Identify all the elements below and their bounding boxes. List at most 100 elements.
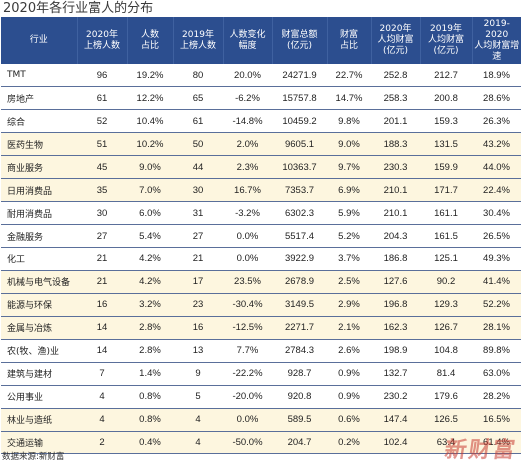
- cell-total-wealth: 9605.1: [272, 132, 327, 157]
- cell-avg-wealth-2019: 131.5: [420, 132, 472, 157]
- cell-avg-wealth-growth: 43.2%: [472, 132, 521, 157]
- cell-count-2020: 16: [77, 293, 127, 317]
- cell-count-share: 2.8%: [127, 316, 173, 340]
- table-row: 房地产 61 12.2% 65 -6.2% 15757.8 14.7% 258.3 200.8 2…: [1, 86, 521, 111]
- cell-avg-wealth-2019: 212.7: [420, 64, 472, 88]
- table-row: 金属与冶炼 14 2.8% 16 -12.5% 2271.7 2.1% 162.3 126.7 2…: [1, 316, 521, 340]
- cell-avg-wealth-2020: 252.8: [371, 64, 420, 88]
- cell-wealth-share: 22.7%: [327, 64, 371, 88]
- cell-total-wealth: 10459.2: [272, 109, 327, 134]
- cell-wealth-share: 2.9%: [327, 293, 371, 317]
- cell-avg-wealth-2020: 162.3: [371, 316, 420, 340]
- cell-count-2020: 4: [77, 385, 127, 409]
- cell-count-2019: 23: [173, 293, 223, 317]
- cell-wealth-share: 0.6%: [327, 408, 371, 432]
- cell-avg-wealth-growth: 63.0%: [472, 362, 521, 386]
- source-note: 数据来源:新财富: [2, 452, 65, 462]
- cell-total-wealth: 928.7: [272, 362, 327, 386]
- industry-wealth-table: 行业 2020年 上榜人数 人数 占比 2019年 上榜人数 人数变化 幅度 财…: [1, 17, 521, 455]
- cell-avg-wealth-2020: 201.1: [371, 109, 420, 134]
- cell-count-2019: 16: [173, 316, 223, 340]
- cell-avg-wealth-2019: 104.8: [420, 339, 472, 363]
- cell-count-2020: 2: [77, 431, 127, 455]
- cell-count-2019: 27: [173, 224, 223, 248]
- cell-avg-wealth-2020: 127.6: [371, 270, 420, 294]
- cell-count-2020: 61: [77, 86, 127, 111]
- cell-count-2020: 52: [77, 109, 127, 134]
- cell-avg-wealth-growth: 52.2%: [472, 293, 521, 317]
- cell-avg-wealth-growth: 28.1%: [472, 316, 521, 340]
- cell-count-change: -14.8%: [223, 109, 272, 134]
- cell-total-wealth: 2784.3: [272, 339, 327, 363]
- table-row: 林业与造纸 4 0.8% 4 0.0% 589.5 0.6% 147.4 126.5 16.5%: [1, 408, 521, 432]
- table-row: 机械与电气设备 21 4.2% 17 23.5% 2678.9 2.5% 127.6 90.2 4…: [1, 270, 521, 294]
- cell-avg-wealth-2020: 198.9: [371, 339, 420, 363]
- cell-count-share: 19.2%: [127, 64, 173, 88]
- cell-count-share: 0.8%: [127, 408, 173, 432]
- table-row: 公用事业 4 0.8% 5 -20.0% 920.8 0.9% 230.2 179.6 28.2%: [1, 385, 521, 409]
- cell-count-2019: 5: [173, 385, 223, 409]
- cell-count-2020: 51: [77, 132, 127, 157]
- cell-count-share: 0.8%: [127, 385, 173, 409]
- cell-count-2020: 14: [77, 316, 127, 340]
- cell-avg-wealth-2019: 171.7: [420, 178, 472, 203]
- cell-avg-wealth-growth: 26.5%: [472, 224, 521, 248]
- table-row: 农(牧、渔)业 14 2.8% 13 7.7% 2784.3 2.6% 198.9 104.8 8…: [1, 339, 521, 363]
- cell-total-wealth: 3149.5: [272, 293, 327, 317]
- cell-total-wealth: 920.8: [272, 385, 327, 409]
- cell-avg-wealth-growth: 22.4%: [472, 178, 521, 203]
- cell-industry: 林业与造纸: [1, 408, 77, 432]
- table-row: 能源与环保 16 3.2% 23 -30.4% 3149.5 2.9% 196.8 129.3 5…: [1, 293, 521, 317]
- cell-total-wealth: 5517.4: [272, 224, 327, 248]
- cell-wealth-share: 6.9%: [327, 178, 371, 203]
- cell-count-change: -50.0%: [223, 431, 272, 455]
- cell-avg-wealth-growth: 89.8%: [472, 339, 521, 363]
- cell-count-2020: 45: [77, 155, 127, 180]
- cell-total-wealth: 204.7: [272, 431, 327, 455]
- cell-count-share: 7.0%: [127, 178, 173, 203]
- header-count-change: 人数变化 幅度: [223, 17, 273, 64]
- cell-industry: 房地产: [1, 86, 77, 111]
- cell-wealth-share: 14.7%: [327, 86, 371, 111]
- header-count-2020: 2020年 上榜人数: [77, 17, 128, 64]
- cell-count-2019: 17: [173, 270, 223, 294]
- cell-avg-wealth-2020: 188.3: [371, 132, 420, 157]
- cell-avg-wealth-2019: 159.9: [420, 155, 472, 180]
- cell-count-share: 1.4%: [127, 362, 173, 386]
- header-avg-wealth-2019: 2019年 人均财富 (亿元): [420, 17, 473, 64]
- cell-wealth-share: 0.9%: [327, 385, 371, 409]
- cell-avg-wealth-2019: 125.1: [420, 247, 472, 271]
- cell-count-change: 7.7%: [223, 339, 272, 363]
- table-row: 金融服务 27 5.4% 27 0.0% 5517.4 5.2% 204.3 161.5 26.5…: [1, 224, 521, 248]
- header-avg-wealth-2020: 2020年 人均财富 (亿元): [371, 17, 421, 64]
- cell-avg-wealth-2020: 196.8: [371, 293, 420, 317]
- header-wealth-share: 财富 占比: [327, 17, 372, 64]
- cell-avg-wealth-2019: 90.2: [420, 270, 472, 294]
- cell-avg-wealth-2020: 258.3: [371, 86, 420, 111]
- cell-avg-wealth-2020: 102.4: [371, 431, 420, 455]
- cell-count-change: -12.5%: [223, 316, 272, 340]
- cell-wealth-share: 9.0%: [327, 132, 371, 157]
- cell-count-share: 6.0%: [127, 201, 173, 226]
- cell-total-wealth: 10363.7: [272, 155, 327, 180]
- table-row: 耐用消费品 30 6.0% 31 -3.2% 6302.3 5.9% 210.1 161.1 30…: [1, 201, 521, 226]
- cell-avg-wealth-2019: 161.1: [420, 201, 472, 226]
- cell-avg-wealth-2019: 129.3: [420, 293, 472, 317]
- cell-avg-wealth-growth: 61.4%: [472, 431, 521, 455]
- cell-count-2019: 13: [173, 339, 223, 363]
- cell-wealth-share: 5.2%: [327, 224, 371, 248]
- cell-count-change: 2.0%: [223, 132, 272, 157]
- cell-count-change: -20.0%: [223, 385, 272, 409]
- cell-total-wealth: 15757.8: [272, 86, 327, 111]
- cell-wealth-share: 2.1%: [327, 316, 371, 340]
- cell-count-2019: 9: [173, 362, 223, 386]
- cell-avg-wealth-growth: 30.4%: [472, 201, 521, 226]
- cell-count-2019: 65: [173, 86, 223, 111]
- cell-count-2020: 21: [77, 270, 127, 294]
- table-row: 化工 21 4.2% 21 0.0% 3922.9 3.7% 186.8 125.1 49.3%: [1, 247, 521, 271]
- table-row: 交通运输 2 0.4% 4 -50.0% 204.7 0.2% 102.4 63.4 61.4%: [1, 431, 521, 455]
- cell-avg-wealth-2020: 230.2: [371, 385, 420, 409]
- cell-avg-wealth-growth: 18.9%: [472, 64, 521, 88]
- cell-industry: 能源与环保: [1, 293, 77, 317]
- cell-count-2019: 31: [173, 201, 223, 226]
